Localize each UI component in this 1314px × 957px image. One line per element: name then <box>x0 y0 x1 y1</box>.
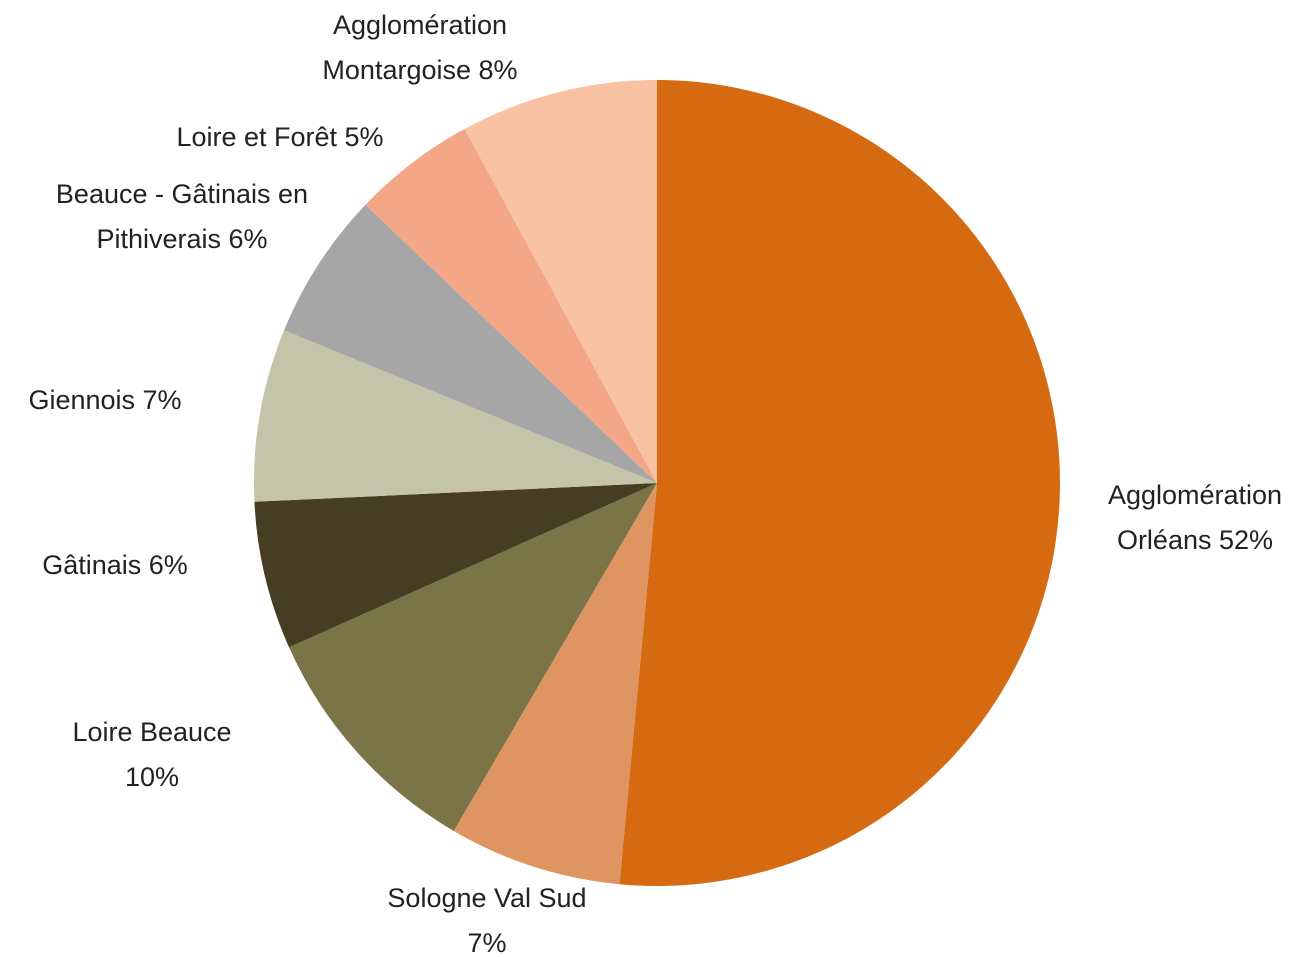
category-label: Agglomération Orléans <box>1107 480 1283 555</box>
pie-slice <box>365 128 657 483</box>
value-label: 7% <box>142 385 182 415</box>
slice-label: Loire Beauce 10% <box>62 710 242 800</box>
category-label: Loire Beauce <box>72 717 232 747</box>
pie-slice <box>464 80 657 483</box>
pie-slice <box>254 330 657 502</box>
slice-label: Giennois 7% <box>0 378 215 423</box>
slice-label: Sologne Val Sud 7% <box>387 876 587 957</box>
value-label: 52% <box>1219 525 1274 555</box>
value-label: 6% <box>148 550 188 580</box>
slice-label: Gâtinais 6% <box>5 543 225 588</box>
value-label: 10% <box>124 762 180 792</box>
category-label: Loire et Forêt <box>176 122 338 152</box>
pie-slice <box>453 483 657 885</box>
category-label: Gâtinais <box>42 550 142 580</box>
category-label: Sologne Val Sud <box>387 883 587 913</box>
slice-label: Agglomération Orléans 52% <box>1075 473 1314 563</box>
pie-slice <box>619 80 1061 887</box>
category-label: Beauce - Gâtinais en Pithiverais <box>55 179 309 254</box>
category-label: Giennois <box>28 385 136 415</box>
category-label: Agglomération Montargoise <box>322 10 508 85</box>
pie-slice <box>289 483 657 831</box>
slice-label: Loire et Forêt 5% <box>130 115 430 160</box>
pie-slice <box>284 204 657 483</box>
value-label: 8% <box>478 55 518 85</box>
value-label: 5% <box>344 122 384 152</box>
value-label: 6% <box>228 224 268 254</box>
pie-slice <box>254 483 657 648</box>
slice-label: Agglomération Montargoise 8% <box>295 3 545 93</box>
value-label: 7% <box>467 928 507 957</box>
slice-label: Beauce - Gâtinais en Pithiverais 6% <box>47 172 317 262</box>
